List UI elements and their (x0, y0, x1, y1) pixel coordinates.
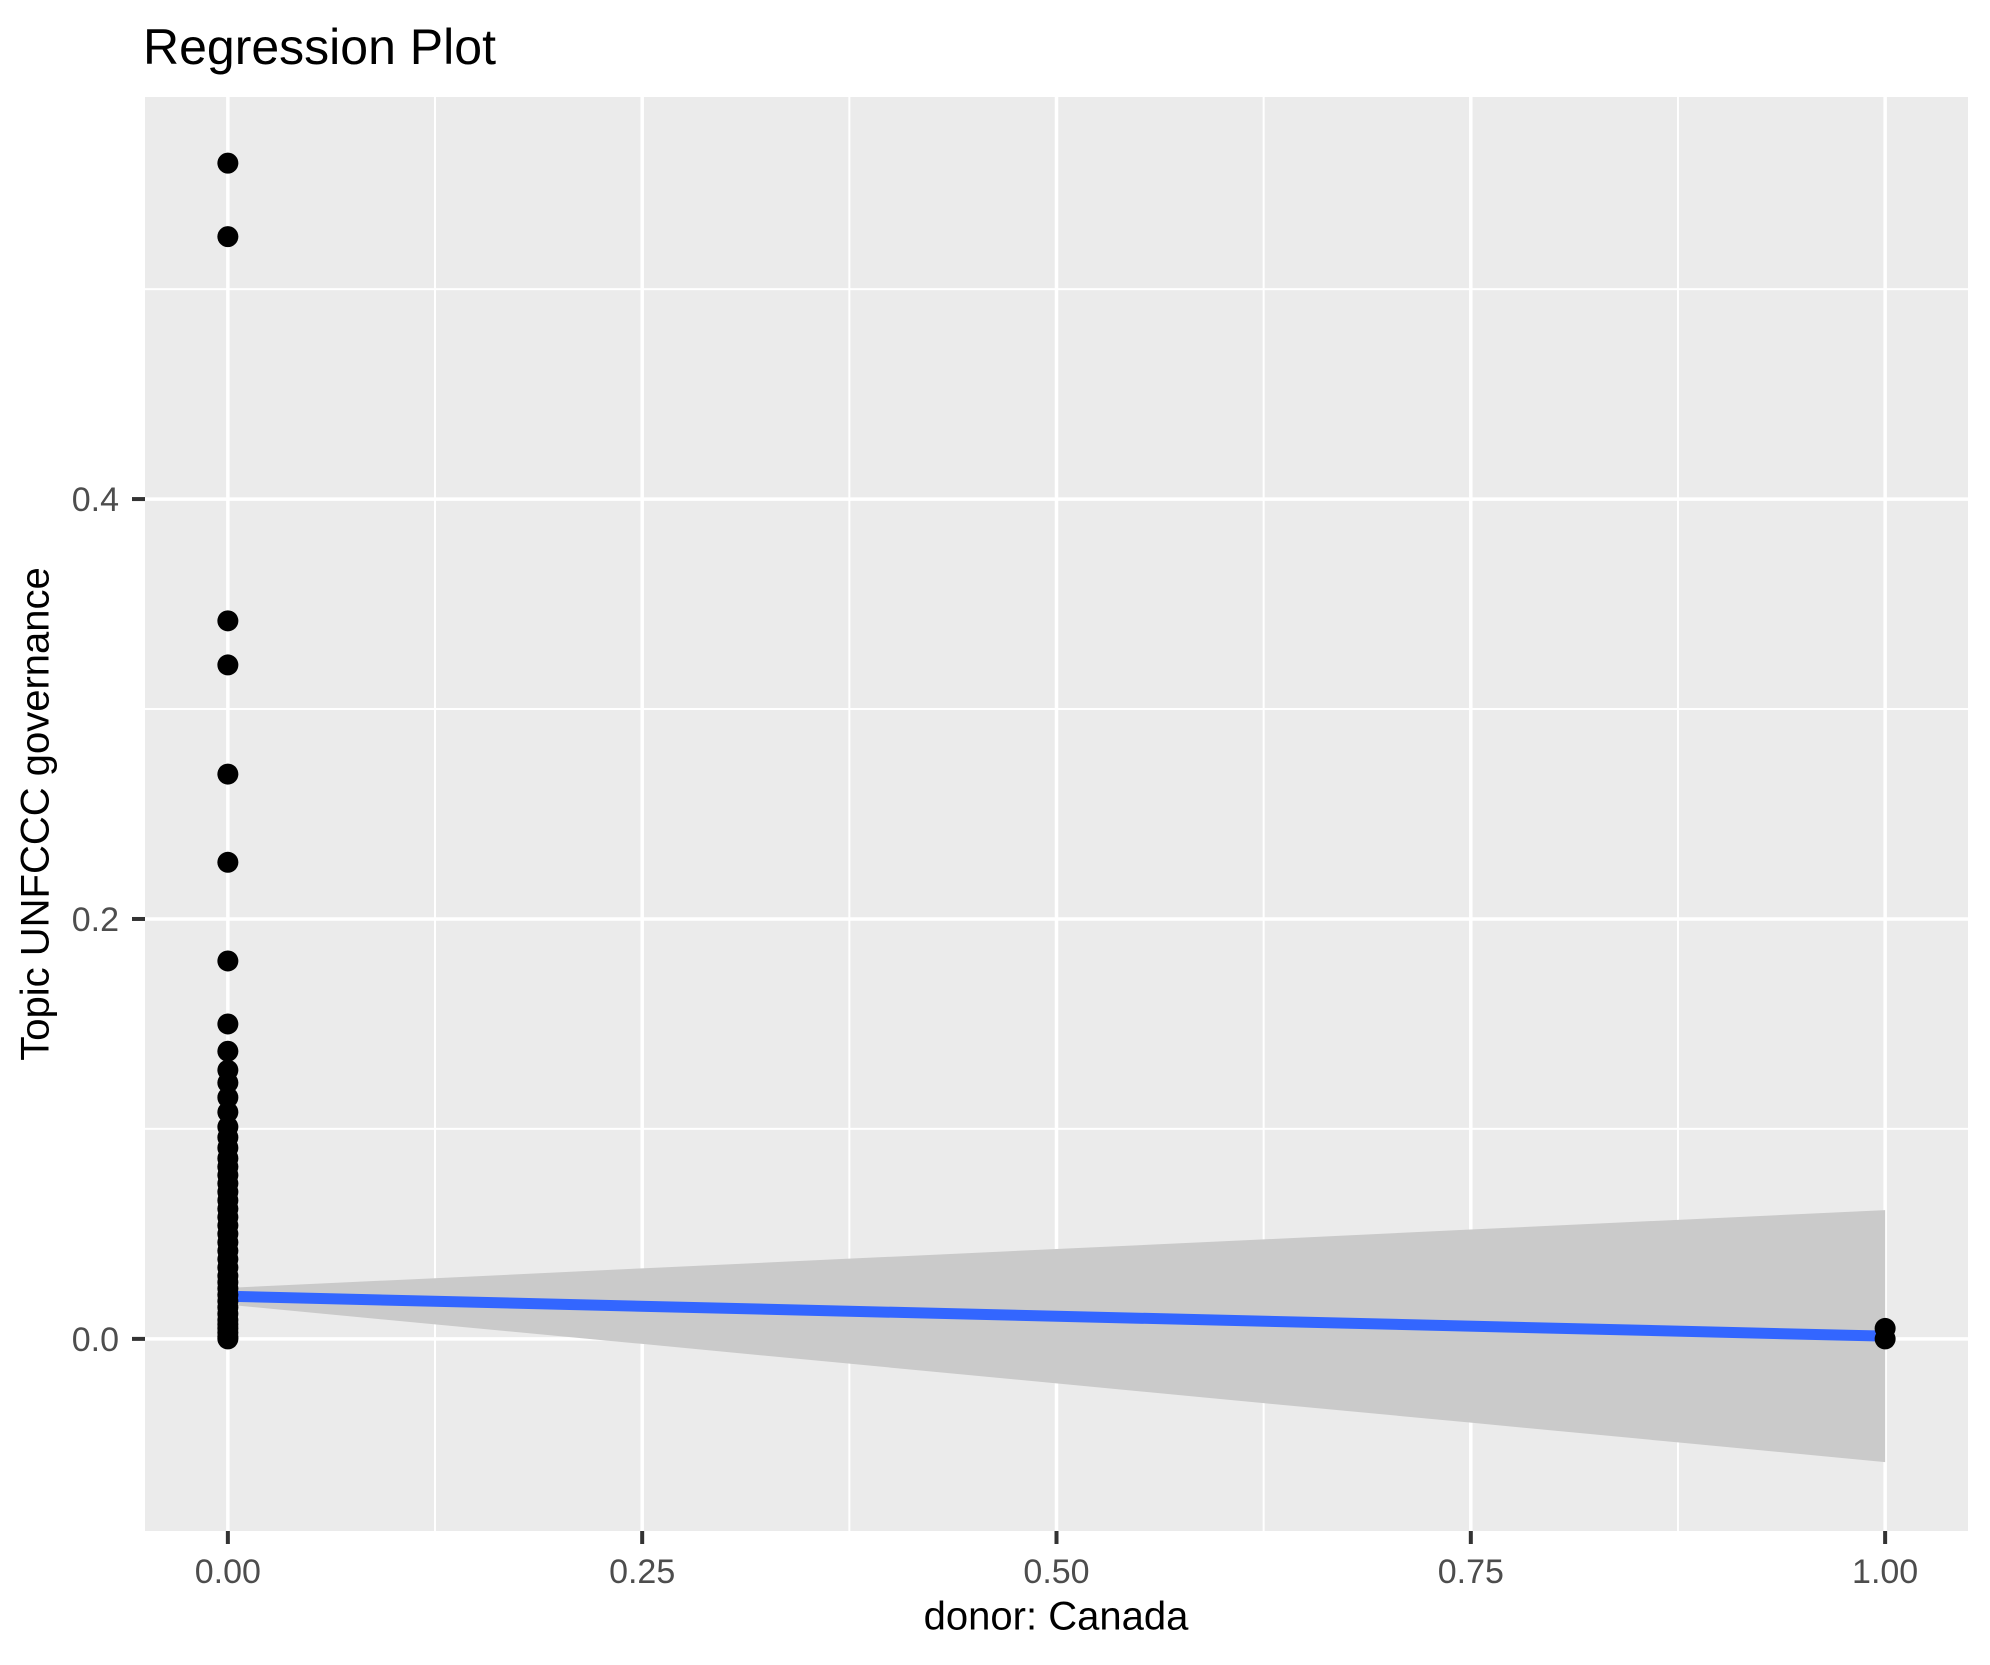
data-point (217, 851, 239, 873)
y-tick-label: 0.4 (72, 481, 119, 519)
data-point (217, 1328, 239, 1350)
regression-line (222, 1290, 1891, 1342)
data-point (217, 1072, 239, 1094)
x-tick-label: 0.00 (195, 1553, 261, 1591)
data-point (217, 610, 239, 632)
y-tick-label: 0.2 (72, 901, 119, 939)
x-tick-label: 0.75 (1438, 1553, 1504, 1591)
x-axis-title: donor: Canada (923, 1594, 1189, 1639)
data-point (217, 1101, 239, 1123)
data-point (217, 654, 239, 676)
confidence-band (227, 1210, 1886, 1463)
data-point (217, 1040, 239, 1062)
data-point (217, 226, 239, 248)
data-point (1874, 1328, 1896, 1350)
x-tick-label: 0.50 (1023, 1553, 1089, 1591)
data-point (217, 763, 239, 785)
data-point (217, 950, 239, 972)
x-tick-label: 0.25 (609, 1553, 675, 1591)
y-tick-label: 0.0 (72, 1321, 119, 1359)
x-tick-label: 1.00 (1852, 1553, 1918, 1591)
data-point (217, 1086, 239, 1108)
plot-title: Regression Plot (143, 19, 496, 75)
data-point (217, 152, 239, 174)
data-point (217, 1013, 239, 1035)
